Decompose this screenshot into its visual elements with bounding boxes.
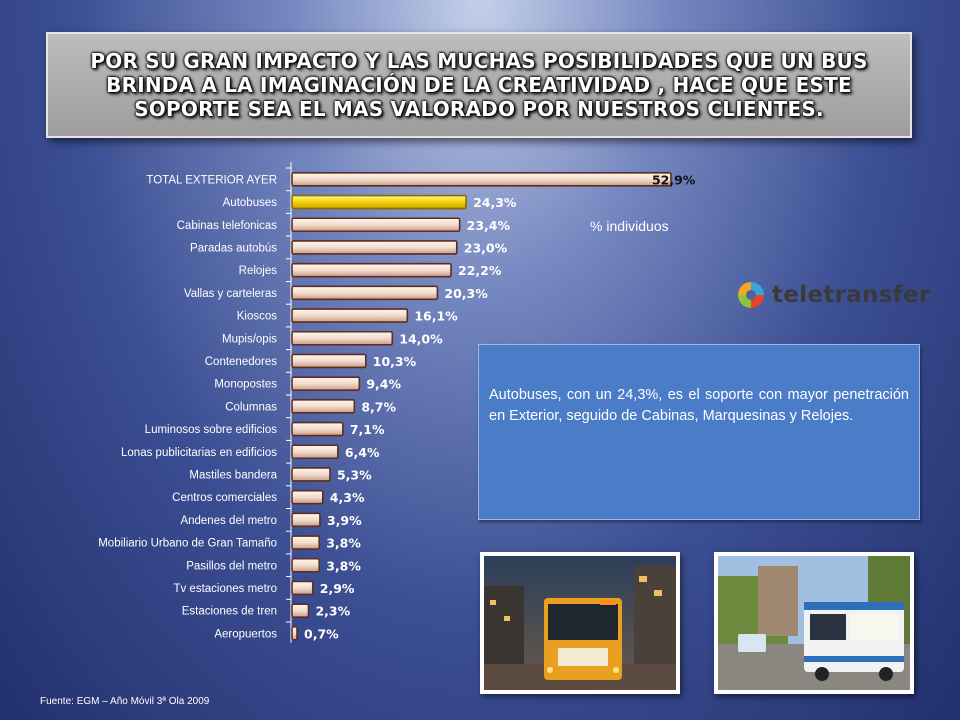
bus-night-photo (480, 552, 680, 694)
value-label: 3,9% (327, 513, 362, 528)
bar (291, 262, 452, 278)
category-label: Contenedores (205, 356, 277, 368)
category-label: Mastiles bandera (189, 469, 277, 481)
bar (291, 376, 361, 391)
bar (291, 399, 356, 414)
category-label: Mobiliario Urbano de Gran Tamaño (98, 538, 277, 550)
category-label: Kioscos (237, 311, 278, 323)
bar (291, 467, 331, 482)
value-label: 5,3% (337, 467, 372, 482)
teletransfer-logo: teletransfer (736, 280, 931, 310)
value-label: 9,4% (366, 377, 401, 392)
value-label: 6,4% (345, 445, 380, 460)
category-label: TOTAL EXTERIOR AYER (146, 174, 277, 186)
category-label: Relojes (239, 265, 278, 277)
category-label: Monopostes (214, 379, 277, 391)
bar (291, 557, 321, 573)
value-label: 20,3% (444, 286, 488, 301)
title-banner: POR SU GRAN IMPACTO Y LAS MUCHAS POSIBIL… (46, 32, 912, 138)
bar (291, 626, 298, 641)
bar (291, 535, 321, 550)
bar (291, 330, 394, 346)
bar (291, 489, 324, 505)
banner-line-1: POR SU GRAN IMPACTO Y LAS MUCHAS POSIBIL… (90, 49, 868, 73)
value-label: 3,8% (326, 558, 361, 573)
category-label: Aeropuertos (214, 628, 277, 640)
bus-barcelona-photo (714, 552, 914, 694)
value-label: 10,3% (373, 354, 417, 369)
value-label: 23,0% (464, 240, 508, 255)
category-label: Tv estaciones metro (173, 583, 277, 595)
category-label: Cabinas telefonicas (177, 220, 278, 232)
unit-label: % individuos (590, 218, 669, 234)
value-label: 23,4% (467, 218, 511, 233)
banner-line-3: SOPORTE SEA EL MAS VALORADO POR NUESTROS… (134, 97, 824, 121)
value-label: 7,1% (350, 422, 385, 437)
bar (291, 603, 310, 618)
bar (291, 353, 367, 369)
bar (291, 194, 467, 210)
value-label: 16,1% (414, 309, 458, 324)
value-label: 8,7% (361, 399, 396, 414)
banner-title: POR SU GRAN IMPACTO Y LAS MUCHAS POSIBIL… (90, 49, 867, 121)
category-label: Luminosos sobre edificios (145, 424, 278, 436)
bar (291, 240, 458, 255)
category-label: Autobuses (223, 197, 278, 209)
logo-wordmark: teletransfer (772, 282, 931, 308)
bar (291, 285, 439, 301)
value-label: 52,9% (652, 172, 696, 187)
value-label: 22,2% (458, 263, 502, 278)
bar (291, 421, 344, 437)
category-label: Columnas (225, 401, 277, 413)
value-label: 4,3% (330, 490, 365, 505)
value-label: 0,7% (304, 626, 339, 641)
category-label: Estaciones de tren (182, 606, 277, 618)
value-label: 14,0% (399, 331, 443, 346)
banner-line-2: BRINDA A LA IMAGINACIÓN DE LA CREATIVIDA… (106, 73, 852, 97)
info-box: Autobuses, con un 24,3%, es el soporte c… (478, 344, 920, 520)
category-label: Centros comerciales (172, 492, 277, 504)
teletransfer-logo-icon (738, 282, 764, 308)
category-label: Vallas y carteleras (184, 288, 277, 300)
category-label: Mupis/opis (222, 333, 277, 345)
bar (291, 308, 409, 323)
category-label: Lonas publicitarias en edificios (121, 447, 277, 459)
info-text: Autobuses, con un 24,3%, es el soporte c… (489, 387, 909, 424)
source-note: Fuente: EGM – Año Móvil 3ª Ola 2009 (40, 696, 210, 707)
bar (291, 580, 314, 596)
category-label: Pasillos del metro (186, 560, 277, 572)
value-label: 2,3% (315, 604, 350, 619)
bar (291, 172, 672, 187)
value-label: 2,9% (320, 581, 355, 596)
bar (291, 512, 321, 528)
bar (291, 217, 461, 233)
value-label: 24,3% (473, 195, 517, 210)
bar-chart: TOTAL EXTERIOR AYER 52,9% Autobuses 24,3% Ca… (98, 162, 696, 643)
bar (291, 444, 339, 460)
category-label: Paradas autobús (190, 242, 277, 254)
value-label: 3,8% (326, 536, 361, 551)
category-label: Andenes del metro (180, 515, 277, 527)
